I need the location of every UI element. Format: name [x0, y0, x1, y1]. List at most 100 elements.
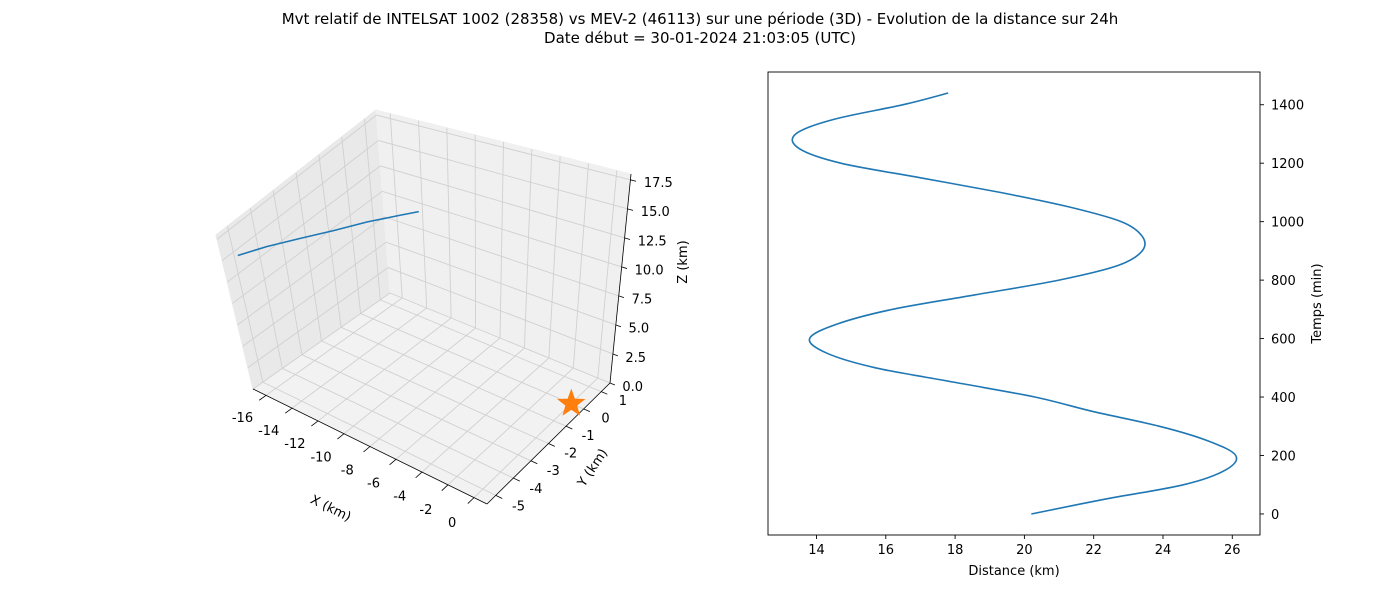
- x-tick-label: -14: [258, 424, 279, 439]
- z-tick-label: 5.0: [628, 322, 649, 337]
- figure-title: Mvt relatif de INTELSAT 1002 (28358) vs …: [0, 10, 1400, 48]
- gridline-z-left: [242, 241, 387, 347]
- gridline-z-back: [387, 267, 614, 355]
- trajectory-line: [237, 210, 419, 257]
- gridline-z-left: [221, 140, 379, 262]
- y-tick-label: 1: [619, 394, 627, 409]
- origin-star-marker: [557, 388, 586, 416]
- gridline-z-left: [252, 292, 391, 390]
- gridline-y-floor: [360, 313, 584, 410]
- x-tick-label: 14: [808, 543, 825, 558]
- x-tick-label: -12: [284, 437, 305, 452]
- plot-distance-vs-time: 14 16 18 20 22 24 26 0 200 400 600 800 1000 1200 1400 D…: [767, 71, 1325, 579]
- x-tick-label: -10: [310, 450, 331, 465]
- x-tick-label: 24: [1155, 543, 1172, 558]
- y-tick-label: 1000: [1271, 216, 1304, 231]
- y-tick: [601, 391, 608, 395]
- z-tick-label: 7.5: [632, 293, 653, 308]
- z-tick-label: 10.0: [635, 263, 664, 278]
- y-tick-label: -3: [547, 464, 560, 479]
- y-tick-label: -2: [564, 447, 577, 462]
- x-tick-label: 16: [878, 543, 895, 558]
- y-tick: [530, 460, 538, 465]
- x-tick-label: 0: [448, 516, 456, 531]
- z-tick: [630, 179, 637, 182]
- y-tick-label: -1: [582, 429, 595, 444]
- plot-3d-relative-motion: -16-14-12-10-8-6-4-20-5-4-3-2-1010.02.55…: [215, 109, 691, 531]
- z-tick-label: 17.5: [644, 176, 673, 191]
- y-axis-label: Temps (min): [1310, 263, 1325, 344]
- y-tick-label: 0: [1271, 508, 1279, 523]
- z-tick: [621, 266, 628, 269]
- title-line-1: Mvt relatif de INTELSAT 1002 (28358) vs …: [281, 10, 1119, 28]
- y-tick: [583, 408, 590, 412]
- x-tick: [415, 471, 423, 479]
- x-tick-label: 26: [1224, 543, 1241, 558]
- x-axis-label: Distance (km): [968, 564, 1059, 579]
- gridline-z-back: [384, 216, 619, 297]
- x-tick-label: -8: [341, 463, 354, 478]
- x-tick: [285, 407, 293, 414]
- gridline-y-floor: [301, 354, 532, 462]
- gridline-z-left: [227, 165, 381, 283]
- x-tick-label: 18: [947, 543, 964, 558]
- z-tick-label: 15.0: [641, 205, 670, 220]
- x-tick-label: -2: [419, 503, 432, 518]
- y-axis-label: Y (km): [574, 446, 611, 490]
- y-tick: [513, 477, 520, 482]
- gridline-y-floor: [321, 340, 549, 444]
- y-tick-label: 0: [601, 411, 609, 426]
- gridline-y-floor: [282, 368, 514, 479]
- x-tick: [311, 420, 319, 427]
- y-tick-label: 200: [1271, 449, 1296, 464]
- distance-line: [791, 92, 1238, 515]
- gridline-z-left: [247, 267, 389, 368]
- gridline-z-left: [216, 114, 377, 240]
- plot-frame: [767, 71, 1261, 536]
- gridline-y-floor: [380, 299, 602, 393]
- y-tick: [495, 494, 503, 499]
- x-tick-label: -6: [367, 477, 380, 492]
- x-tick: [337, 433, 345, 440]
- x-axis-label: X (km): [308, 493, 354, 525]
- x-tick: [441, 484, 449, 491]
- z-tick: [612, 353, 619, 357]
- y-tick-label: -5: [512, 499, 525, 514]
- y-tick-label: 600: [1271, 333, 1296, 348]
- gridline-z-back: [376, 114, 631, 181]
- x-tick: [389, 458, 397, 466]
- x-tick: [467, 497, 475, 504]
- gridline-y-floor: [340, 326, 567, 427]
- gridline-z-back: [389, 292, 611, 384]
- z-tick-label: 12.5: [638, 234, 667, 249]
- z-tick: [609, 382, 616, 386]
- y-tick-label: 800: [1271, 274, 1296, 289]
- y-tick-label: 1400: [1271, 99, 1304, 114]
- z-tick: [627, 208, 634, 211]
- z-tick-label: 2.5: [625, 351, 646, 366]
- title-line-2: Date début = 30-01-2024 21:03:05 (UTC): [544, 29, 856, 47]
- gridline-z-left: [237, 216, 385, 326]
- x-tick: [258, 395, 267, 401]
- gridline-z-back: [378, 140, 628, 210]
- z-tick: [624, 237, 631, 240]
- x-tick-label: 22: [1085, 543, 1102, 558]
- gridline-z-left: [232, 190, 383, 304]
- y-tick-label: 400: [1271, 391, 1296, 406]
- y-tick-label: 1200: [1271, 157, 1304, 172]
- y-tick: [565, 425, 573, 430]
- z-tick: [615, 324, 622, 328]
- x-tick-label: 20: [1016, 543, 1033, 558]
- y-tick-label: -4: [529, 482, 542, 497]
- x-tick: [363, 446, 371, 453]
- gridline-z-back: [382, 190, 622, 268]
- gridline-y-floor: [262, 381, 496, 496]
- z-axis-label: Z (km): [676, 240, 691, 283]
- y-tick: [548, 443, 555, 447]
- gridline-z-back: [385, 241, 616, 326]
- x-tick-label: -4: [393, 490, 406, 505]
- x-tick-label: -16: [232, 411, 253, 426]
- z-tick: [618, 295, 625, 299]
- z-tick-label: 0.0: [622, 380, 643, 395]
